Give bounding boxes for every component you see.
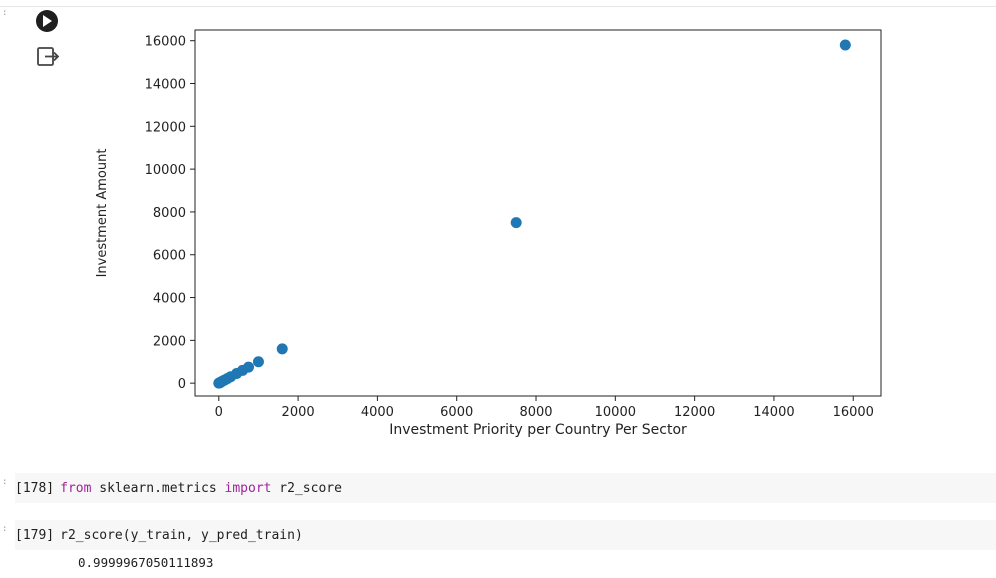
- y-tick-label: 10000: [145, 163, 186, 178]
- data-point: [243, 361, 255, 373]
- x-tick-label: 14000: [753, 405, 794, 420]
- y-tick-label: 12000: [145, 120, 186, 135]
- code-line[interactable]: r2_score(y_train, y_pred_train): [60, 527, 303, 543]
- gutter-marker: :: [2, 524, 8, 534]
- y-tick-label: 16000: [145, 35, 186, 50]
- x-tick-label: 4000: [361, 405, 394, 420]
- data-point: [276, 343, 288, 355]
- scatter-plot: 0 2000 4000 6000 8000 10000 12000 14000 16000 0 2…: [95, 29, 882, 438]
- code-cell-178[interactable]: [178] from sklearn.metrics import r2_sco…: [15, 473, 996, 503]
- y-tick-label: 6000: [153, 249, 186, 264]
- output-exit-icon[interactable]: [36, 46, 60, 68]
- y-tick-label: 2000: [153, 334, 186, 349]
- data-point: [252, 356, 264, 368]
- execution-count: [179]: [15, 527, 55, 543]
- code-cell-179[interactable]: [179] r2_score(y_train, y_pred_train): [15, 520, 996, 550]
- x-axis-label: Investment Priority per Country Per Sect…: [389, 422, 687, 438]
- gutter-marker: :: [2, 477, 8, 487]
- y-tick-label: 0: [178, 377, 186, 392]
- run-cell-button[interactable]: [36, 10, 58, 32]
- y-tick-label: 14000: [145, 78, 186, 93]
- x-tick-label: 16000: [833, 405, 874, 420]
- x-tick-label: 2000: [282, 405, 315, 420]
- code-keyword: from: [60, 480, 92, 496]
- play-icon: [43, 15, 52, 27]
- y-tick-label: 8000: [153, 206, 186, 221]
- x-tick-label: 8000: [519, 405, 552, 420]
- y-axis-label: Investment Amount: [95, 149, 110, 278]
- x-tick-label: 0: [215, 405, 223, 420]
- x-axis-ticks: 0 2000 4000 6000 8000 10000 12000 14000 16000: [215, 396, 874, 420]
- y-axis-ticks: 0 2000 4000 6000 8000 10000 12000 14000 16000: [145, 35, 195, 392]
- code-line[interactable]: from sklearn.metrics import r2_score: [60, 481, 342, 496]
- code-keyword: import: [224, 480, 272, 496]
- data-point: [510, 217, 522, 229]
- x-tick-label: 6000: [440, 405, 473, 420]
- code-text: r2_score: [271, 480, 342, 496]
- cell-output-text: 0.9999967050111893: [78, 555, 214, 570]
- data-point: [839, 39, 851, 51]
- gutter-marker: :: [2, 8, 8, 18]
- x-tick-label: 10000: [595, 405, 636, 420]
- execution-count: [178]: [15, 480, 55, 496]
- plot-frame: [194, 29, 882, 397]
- code-text: sklearn.metrics: [91, 480, 225, 496]
- previous-output-fragment: [0, 0, 996, 7]
- x-tick-label: 12000: [674, 405, 715, 420]
- y-tick-label: 4000: [153, 292, 186, 307]
- data-points: [213, 39, 851, 389]
